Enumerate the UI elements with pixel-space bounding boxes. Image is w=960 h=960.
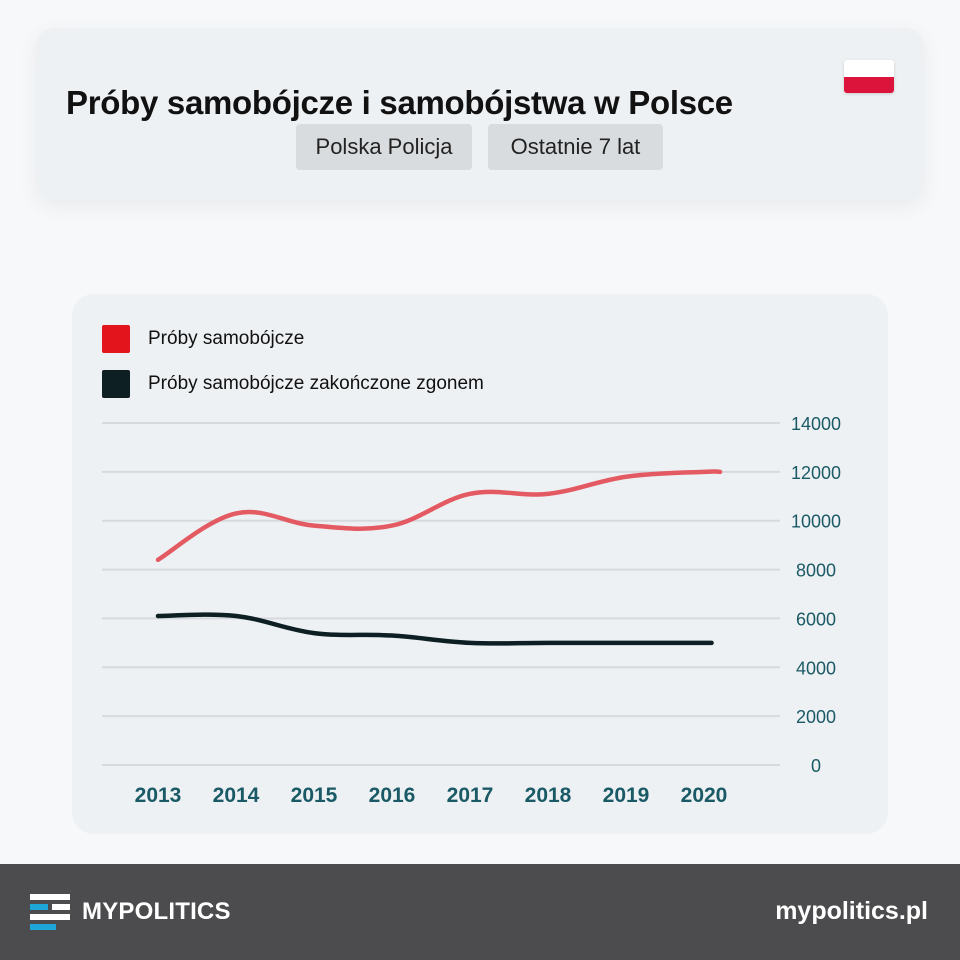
y-tick-label: 4000 xyxy=(796,658,836,678)
header-card: Próby samobójcze i samobójstwa w Polsce … xyxy=(36,28,924,200)
site-link[interactable]: mypolitics.pl xyxy=(775,897,928,925)
x-tick-label: 2016 xyxy=(369,784,416,807)
legend-item-attempts: Próby samobójcze xyxy=(102,324,304,354)
period-badge: Ostatnie 7 lat xyxy=(488,124,663,170)
x-tick-label: 2014 xyxy=(213,784,260,807)
series-line-attempts xyxy=(155,469,723,563)
y-tick-label: 2000 xyxy=(796,707,836,727)
x-tick-label: 2013 xyxy=(135,784,182,807)
chart-card: Próby samobójcze Próby samobójcze zakońc… xyxy=(72,294,888,834)
series-line-deaths xyxy=(155,612,714,646)
legend-swatch-deaths xyxy=(102,370,130,398)
y-tick-label: 10000 xyxy=(791,512,841,532)
stacked-bars-logo-icon xyxy=(30,894,70,930)
poland-flag-icon xyxy=(844,60,894,93)
y-tick-label: 6000 xyxy=(796,609,836,629)
legend-item-deaths: Próby samobójcze zakończone zgonem xyxy=(102,369,484,399)
footer: MYPOLITICS mypolitics.pl xyxy=(0,864,960,960)
page-title: Próby samobójcze i samobójstwa w Polsce xyxy=(66,84,733,121)
y-tick-label: 8000 xyxy=(796,561,836,581)
legend-label-attempts: Próby samobójcze xyxy=(148,328,305,349)
line-chart: 0 2000 4000 6000 8000 10000 12000 14000 2013 2014… xyxy=(102,414,841,807)
x-tick-label: 2020 xyxy=(681,784,728,807)
x-tick-label: 2017 xyxy=(447,784,494,807)
source-badge: Polska Policja xyxy=(296,124,472,170)
x-tick-label: 2018 xyxy=(525,784,572,807)
legend-swatch-attempts xyxy=(102,325,130,353)
legend-label-deaths: Próby samobójcze zakończone zgonem xyxy=(148,373,484,394)
y-tick-label: 12000 xyxy=(791,463,841,483)
y-tick-label: 14000 xyxy=(791,414,841,434)
x-tick-label: 2019 xyxy=(603,784,650,807)
x-tick-label: 2015 xyxy=(291,784,338,807)
y-tick-label: 0 xyxy=(811,756,821,776)
brand-name: MYPOLITICS xyxy=(82,898,231,925)
